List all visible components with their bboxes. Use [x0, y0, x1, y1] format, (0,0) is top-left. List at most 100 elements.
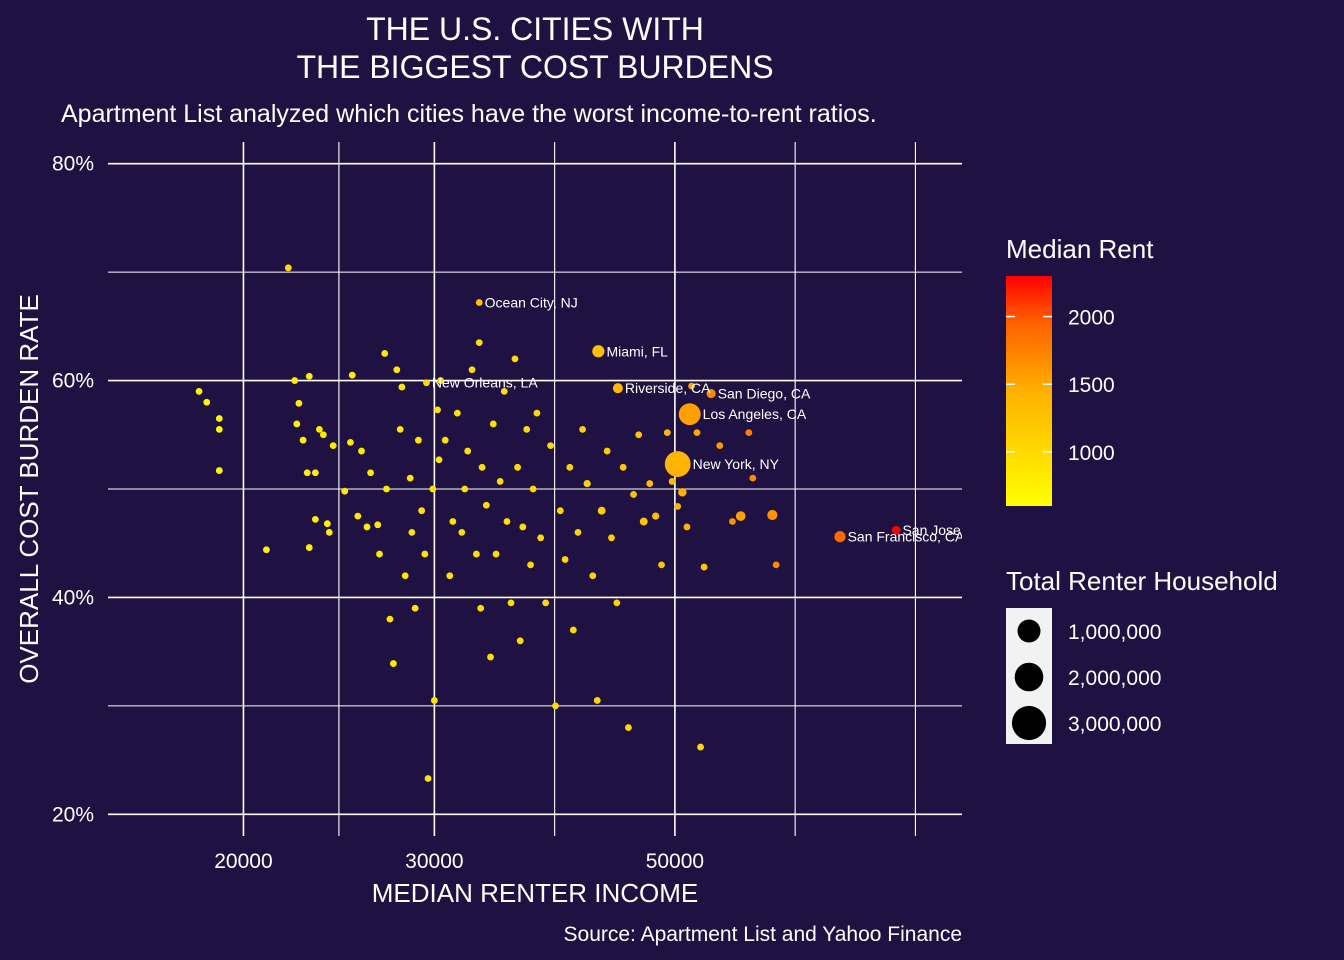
- data-point: [579, 425, 586, 433]
- data-point: [367, 469, 374, 477]
- data-point: [639, 517, 648, 526]
- data-point: [519, 523, 527, 531]
- data-point: [693, 429, 701, 437]
- point-label: Riverside, CA: [625, 380, 711, 396]
- data-point: [418, 507, 426, 515]
- y-tick-labels: 20% 40% 60% 80%: [52, 153, 94, 827]
- data-point: [514, 463, 521, 471]
- data-point: [449, 518, 457, 525]
- data-point: [574, 528, 582, 536]
- size-legend-entries: 1,000,000 2,000,000 3,000,000: [1011, 619, 1161, 741]
- data-point: [468, 366, 476, 374]
- data-point: [891, 525, 901, 535]
- data-point: [421, 550, 429, 558]
- data-point: [496, 478, 504, 485]
- point-label: San Jose, CA: [902, 522, 988, 538]
- data-point: [749, 474, 757, 482]
- data-point: [556, 507, 564, 515]
- data-point: [293, 420, 301, 428]
- data-point: [430, 697, 438, 704]
- point-label: Ocean City, NJ: [485, 294, 578, 310]
- data-point: [492, 550, 500, 558]
- data-point: [652, 512, 660, 520]
- point-label: New York, NY: [693, 456, 780, 472]
- data-points: [195, 264, 901, 782]
- data-point: [446, 572, 454, 580]
- x-tick-label: 30000: [405, 850, 463, 873]
- chart-title-line-1: THE U.S. CITIES WITH: [366, 11, 704, 47]
- data-point: [348, 371, 356, 379]
- data-point: [376, 550, 383, 558]
- color-legend-tick-label: 2000: [1068, 307, 1115, 330]
- y-tick-label: 80%: [52, 153, 94, 176]
- data-point: [489, 420, 497, 428]
- data-point: [299, 436, 307, 444]
- data-point: [619, 463, 627, 471]
- data-point: [668, 478, 676, 485]
- data-point: [475, 299, 483, 306]
- size-legend-key: [1014, 662, 1044, 692]
- data-point: [566, 463, 574, 471]
- data-point: [423, 379, 430, 387]
- color-legend-tick-label: 1500: [1068, 374, 1115, 397]
- x-tick-label: 50000: [646, 850, 704, 873]
- color-legend-gradient-bar: [1006, 276, 1052, 506]
- point-label: Miami, FL: [606, 343, 668, 359]
- data-point: [547, 442, 555, 450]
- data-point: [458, 528, 466, 536]
- data-point: [716, 442, 724, 450]
- data-point: [386, 615, 394, 623]
- data-point: [411, 604, 419, 612]
- x-tick-labels: 20000 30000 50000: [214, 850, 704, 873]
- data-point: [429, 485, 437, 493]
- data-point: [215, 467, 223, 474]
- data-point: [215, 415, 223, 422]
- data-point: [613, 599, 621, 607]
- data-point: [406, 474, 414, 482]
- data-point: [441, 436, 449, 444]
- data-point: [319, 431, 327, 439]
- color-legend: Median Rent 2000 1500 1000: [1006, 234, 1154, 506]
- data-point: [475, 339, 483, 347]
- data-point: [735, 511, 746, 521]
- point-label: San Francisco, CA: [848, 529, 965, 545]
- data-point: [603, 447, 611, 455]
- data-point: [354, 512, 362, 520]
- data-point: [683, 523, 691, 531]
- data-point: [688, 382, 695, 390]
- data-point: [291, 377, 299, 384]
- data-point: [630, 491, 637, 498]
- y-tick-label: 40%: [52, 586, 94, 609]
- data-point: [341, 487, 349, 495]
- data-point: [537, 534, 545, 542]
- data-point: [325, 528, 333, 536]
- chart-subtitle: Apartment List analyzed which cities hav…: [61, 100, 877, 128]
- data-point: [363, 523, 371, 531]
- data-point: [834, 531, 846, 543]
- size-legend-label: 3,000,000: [1068, 713, 1161, 736]
- data-point: [612, 383, 623, 394]
- data-point: [383, 485, 390, 493]
- data-point: [472, 550, 480, 558]
- point-label: New Orleans, LA: [432, 375, 538, 391]
- y-axis-label: OVERALL COST BURDEN RATE: [14, 294, 44, 684]
- color-legend-tick-label: 1000: [1068, 442, 1115, 465]
- data-point: [401, 572, 409, 580]
- data-point: [478, 463, 486, 471]
- data-point: [511, 355, 519, 363]
- data-point: [516, 637, 524, 645]
- data-point: [303, 469, 311, 477]
- color-legend-title: Median Rent: [1006, 234, 1154, 264]
- data-point: [552, 702, 559, 710]
- data-point: [195, 388, 203, 395]
- data-point: [674, 502, 682, 510]
- size-legend-label: 2,000,000: [1068, 667, 1161, 690]
- data-point: [729, 518, 736, 525]
- x-tick-label: 20000: [214, 850, 272, 873]
- data-point: [482, 501, 490, 509]
- data-point: [358, 447, 365, 455]
- size-legend-label: 1,000,000: [1068, 621, 1161, 644]
- data-point: [374, 521, 382, 529]
- data-point: [464, 447, 472, 455]
